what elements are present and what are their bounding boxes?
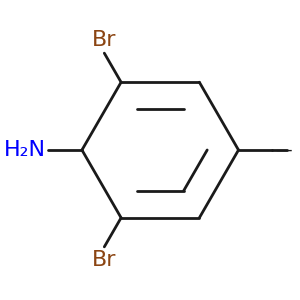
Text: Br: Br — [92, 250, 117, 270]
Text: Br: Br — [92, 30, 117, 50]
Text: —: — — [275, 141, 292, 159]
Text: H₂N: H₂N — [4, 140, 46, 160]
